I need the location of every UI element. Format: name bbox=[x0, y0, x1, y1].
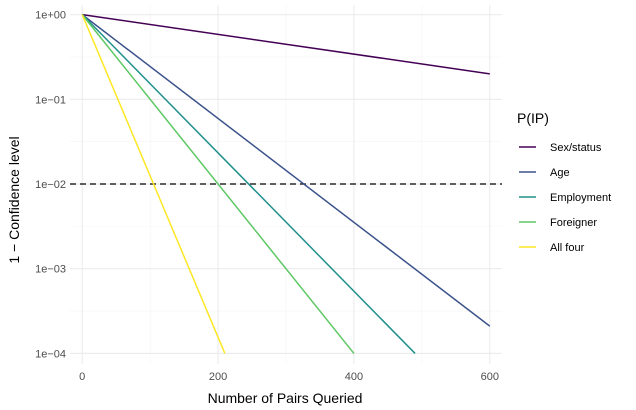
series-line-age bbox=[81, 14, 491, 327]
series-line-foreigner bbox=[81, 14, 355, 354]
y-tick-label: 1e−02 bbox=[35, 179, 66, 191]
legend-title: P(IP) bbox=[517, 110, 549, 126]
legend-item: Age bbox=[519, 167, 570, 179]
x-tick-label: 400 bbox=[345, 371, 363, 383]
legend-item: Foreigner bbox=[519, 217, 597, 229]
legend-items: Sex/status Age Employment Foreigner All four bbox=[519, 142, 611, 254]
series-layer bbox=[81, 13, 491, 354]
series-line-employment bbox=[81, 14, 416, 354]
y-tick-label: 1e−01 bbox=[35, 94, 66, 106]
legend-item: Employment bbox=[519, 192, 611, 204]
y-tick-label: 1e−03 bbox=[35, 264, 66, 276]
x-tick-label: 0 bbox=[79, 371, 85, 383]
y-tick-label: 1e+00 bbox=[35, 10, 66, 22]
x-axis-title: Number of Pairs Queried bbox=[208, 390, 363, 406]
y-axis-ticks: 1e+00 1e−01 1e−02 1e−03 1e−04 bbox=[35, 10, 66, 361]
legend-label: Foreigner bbox=[550, 217, 597, 229]
series-line-all-four bbox=[81, 14, 226, 354]
x-tick-label: 600 bbox=[481, 371, 499, 383]
x-tick-label: 200 bbox=[209, 371, 227, 383]
legend-label: All four bbox=[550, 242, 585, 254]
y-tick-label: 1e−04 bbox=[35, 348, 66, 360]
legend-item: All four bbox=[519, 242, 585, 254]
x-axis-ticks: 0 200 400 600 bbox=[79, 371, 499, 383]
legend-label: Sex/status bbox=[550, 142, 602, 154]
legend-label: Age bbox=[550, 167, 570, 179]
legend: P(IP) Sex/status Age Employment Foreigner Al… bbox=[517, 110, 611, 254]
legend-label: Employment bbox=[550, 192, 611, 204]
y-axis-title: 1 − Confidence level bbox=[6, 136, 22, 263]
series-line-sex-status bbox=[82, 13, 490, 75]
legend-item: Sex/status bbox=[519, 142, 602, 154]
